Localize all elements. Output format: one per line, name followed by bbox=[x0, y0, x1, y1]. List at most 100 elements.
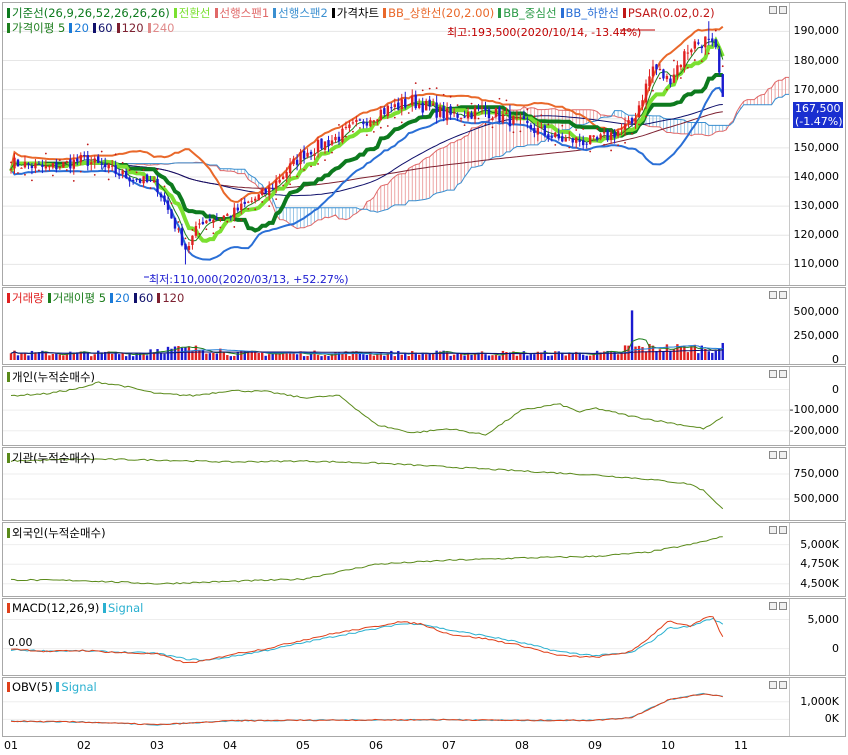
obv-y-axis[interactable]: 1,000K 0K bbox=[789, 678, 845, 736]
volume-bar[interactable] bbox=[288, 353, 292, 360]
price-pane[interactable]: 190,000180,000170,000160,000150,000140,0… bbox=[2, 2, 846, 286]
candle-body[interactable] bbox=[292, 158, 295, 165]
candle-body[interactable] bbox=[641, 100, 644, 107]
volume-bar[interactable] bbox=[372, 355, 376, 360]
candle-body[interactable] bbox=[473, 107, 477, 120]
volume-bar[interactable] bbox=[93, 354, 96, 360]
volume-bar[interactable] bbox=[117, 354, 121, 360]
candle-body[interactable] bbox=[351, 122, 355, 124]
candle-body[interactable] bbox=[606, 130, 609, 141]
volume-bar[interactable] bbox=[128, 352, 131, 360]
candle-body[interactable] bbox=[543, 125, 547, 136]
obv-pane[interactable]: 1,000K 0K OBV(5) Signal bbox=[2, 677, 846, 737]
candle-body[interactable] bbox=[323, 141, 327, 150]
candle-body[interactable] bbox=[554, 132, 557, 138]
candle-body[interactable] bbox=[491, 118, 494, 121]
candle-body[interactable] bbox=[547, 134, 550, 139]
volume-bar[interactable] bbox=[424, 354, 428, 360]
candle-body[interactable] bbox=[23, 161, 27, 168]
volume-bar[interactable] bbox=[240, 350, 243, 360]
volume-bar[interactable] bbox=[9, 353, 13, 360]
candle-body[interactable] bbox=[515, 117, 519, 119]
candle-body[interactable] bbox=[320, 138, 323, 149]
volume-bar[interactable] bbox=[592, 353, 595, 360]
volume-bar[interactable] bbox=[498, 355, 501, 360]
obv-line[interactable] bbox=[10, 693, 723, 726]
candle-body[interactable] bbox=[58, 166, 62, 168]
volume-bar[interactable] bbox=[58, 354, 62, 360]
volume-bar[interactable] bbox=[693, 344, 697, 360]
volume-bar[interactable] bbox=[149, 349, 152, 360]
candle-body[interactable] bbox=[250, 200, 253, 202]
volume-bar[interactable] bbox=[393, 356, 396, 360]
volume-bar[interactable] bbox=[421, 352, 424, 360]
candle-body[interactable] bbox=[390, 107, 393, 109]
candle-body[interactable] bbox=[299, 152, 302, 165]
volume-bar[interactable] bbox=[585, 355, 588, 360]
volume-bar[interactable] bbox=[651, 345, 655, 360]
candle-body[interactable] bbox=[578, 139, 581, 142]
close-icon[interactable] bbox=[779, 451, 787, 459]
candle-body[interactable] bbox=[651, 66, 655, 77]
volume-bar[interactable] bbox=[616, 354, 620, 360]
volume-bar[interactable] bbox=[466, 352, 470, 360]
candle-body[interactable] bbox=[557, 134, 560, 139]
candle-body[interactable] bbox=[110, 165, 114, 167]
volume-bar[interactable] bbox=[418, 354, 421, 360]
candle-body[interactable] bbox=[194, 225, 198, 236]
candle-body[interactable] bbox=[358, 119, 362, 121]
obv-plot[interactable] bbox=[3, 678, 790, 736]
volume-bar[interactable] bbox=[229, 356, 233, 360]
candle-body[interactable] bbox=[156, 179, 159, 193]
candle-body[interactable] bbox=[550, 136, 553, 138]
candle-body[interactable] bbox=[526, 120, 529, 124]
candle-body[interactable] bbox=[369, 120, 372, 127]
candle-body[interactable] bbox=[107, 164, 110, 169]
volume-bar[interactable] bbox=[494, 354, 498, 360]
volume-bar[interactable] bbox=[407, 355, 410, 360]
candle-body[interactable] bbox=[665, 76, 669, 80]
volume-bar[interactable] bbox=[620, 352, 623, 360]
candle-body[interactable] bbox=[288, 163, 292, 174]
candle-body[interactable] bbox=[205, 220, 208, 224]
volume-bar[interactable] bbox=[177, 346, 180, 360]
volume-bar[interactable] bbox=[135, 353, 138, 360]
volume-bar[interactable] bbox=[383, 355, 386, 360]
volume-bar[interactable] bbox=[606, 350, 609, 360]
volume-bar[interactable] bbox=[250, 350, 253, 360]
volume-bar[interactable] bbox=[23, 352, 27, 360]
volume-bar[interactable] bbox=[672, 349, 676, 360]
volume-bar[interactable] bbox=[683, 345, 686, 360]
candle-body[interactable] bbox=[494, 108, 498, 117]
volume-bar[interactable] bbox=[271, 353, 274, 360]
close-icon[interactable] bbox=[779, 370, 787, 378]
candle-body[interactable] bbox=[498, 107, 501, 121]
candle-body[interactable] bbox=[505, 112, 508, 114]
candle-body[interactable] bbox=[435, 102, 438, 118]
volume-bar[interactable] bbox=[295, 354, 299, 360]
volume-bar[interactable] bbox=[37, 352, 41, 360]
volume-bar[interactable] bbox=[264, 355, 267, 360]
candle-body[interactable] bbox=[44, 165, 48, 169]
candle-body[interactable] bbox=[721, 74, 724, 97]
volume-bar[interactable] bbox=[613, 351, 616, 360]
individual-line[interactable] bbox=[10, 381, 724, 436]
candle-body[interactable] bbox=[623, 123, 627, 130]
volume-bar[interactable] bbox=[243, 351, 246, 360]
volume-bar[interactable] bbox=[254, 351, 257, 360]
volume-bar[interactable] bbox=[163, 353, 166, 360]
candle-body[interactable] bbox=[173, 218, 177, 229]
candle-body[interactable] bbox=[114, 165, 117, 174]
volume-bar[interactable] bbox=[700, 345, 704, 360]
volume-bar[interactable] bbox=[107, 351, 110, 360]
volume-bar[interactable] bbox=[365, 355, 369, 360]
candle-body[interactable] bbox=[104, 163, 107, 168]
candle-body[interactable] bbox=[327, 140, 330, 147]
volume-bar[interactable] bbox=[390, 350, 393, 360]
volume-bar[interactable] bbox=[697, 353, 700, 360]
volume-bar[interactable] bbox=[281, 352, 285, 360]
candle-body[interactable] bbox=[257, 194, 260, 201]
volume-bar[interactable] bbox=[191, 350, 194, 360]
candle-body[interactable] bbox=[599, 134, 602, 139]
candle-body[interactable] bbox=[644, 83, 648, 103]
